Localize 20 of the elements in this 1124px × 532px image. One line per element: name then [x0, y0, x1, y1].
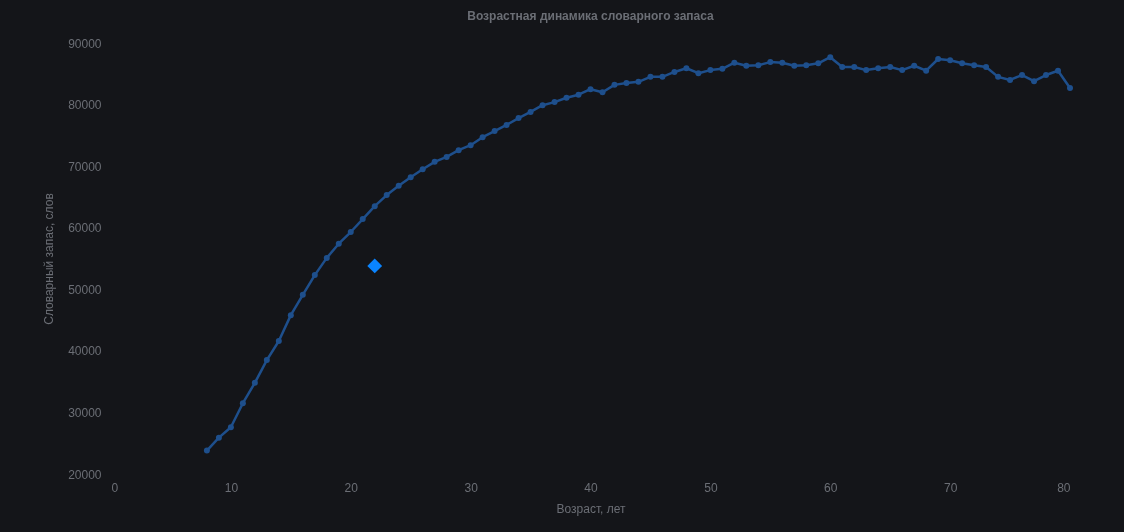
- x-tick-label: 50: [704, 480, 718, 495]
- y-tick-label: 80000: [68, 98, 102, 113]
- x-tick-label: 80: [1057, 480, 1071, 495]
- y-tick-label: 20000: [68, 467, 102, 482]
- x-axis-title: Возраст, лет: [556, 501, 626, 516]
- x-tick-label: 60: [824, 480, 838, 495]
- y-tick-label: 70000: [68, 159, 102, 174]
- x-tick-label: 0: [111, 480, 119, 495]
- y-tick-label: 30000: [68, 405, 102, 420]
- y-tick-label: 90000: [68, 36, 102, 51]
- x-tick-label: 10: [224, 480, 239, 495]
- y-axis-title: Словарный запас, слов: [42, 193, 57, 325]
- x-tick-label: 40: [584, 480, 598, 495]
- y-tick-label: 40000: [68, 344, 102, 359]
- x-tick-label: 30: [464, 480, 479, 495]
- y-tick-label: 50000: [68, 282, 102, 297]
- x-tick-label: 70: [943, 480, 958, 495]
- y-tick-label: 60000: [68, 221, 102, 236]
- x-tick-label: 20: [344, 480, 359, 495]
- chart-title: Возрастная динамика словарного запаса: [467, 9, 715, 23]
